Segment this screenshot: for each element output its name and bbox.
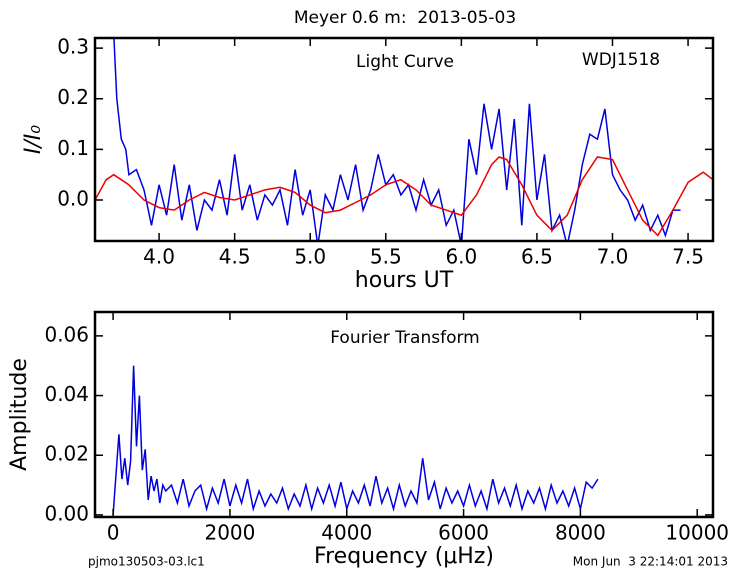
y-tick-label: 0.2 [57,85,89,109]
x-tick-label: 10000 [665,521,729,545]
x-tick-label: 5.0 [294,245,326,269]
x-tick-label: 6000 [438,521,489,545]
figure-title: Meyer 0.6 m: 2013-05-03 [294,8,516,28]
x-tick-label: 7.5 [672,245,704,269]
axes-frame [93,310,715,519]
data-line [95,156,713,237]
y-tick-label: 0.1 [57,136,89,160]
x-axis-label: hours UT [355,268,454,293]
footer-timestamp: Mon Jun 3 22:14:01 2013 [573,555,728,569]
x-axis-label: Frequency (μHz) [314,544,494,569]
y-tick-label: 0.0 [57,186,89,210]
y-tick-label: 0.3 [57,35,89,59]
x-tick-label: 0 [107,521,120,545]
data-line [112,365,599,515]
annotation: Fourier Transform [330,328,479,348]
y-axis-label: I/I₀ [21,125,46,154]
x-tick-label: 4.0 [143,245,175,269]
y-tick-label: 0.04 [44,382,89,406]
x-tick-label: 5.5 [370,245,402,269]
y-tick-label: 0.00 [44,501,89,525]
x-tick-label: 6.0 [445,245,477,269]
x-tick-label: 8000 [555,521,606,545]
plot-area [95,38,713,241]
plot-area [112,365,599,515]
y-tick-label: 0.06 [44,322,89,346]
axes-frame [93,36,715,243]
data-line [113,38,681,241]
footer-file: pjmo130503-03.lc1 [88,555,205,569]
y-axis-label: Amplitude [7,358,32,471]
x-tick-label: 2000 [204,521,255,545]
x-tick-label: 6.5 [521,245,553,269]
x-tick-label: 4.5 [219,245,251,269]
y-tick-label: 0.02 [44,442,89,466]
x-tick-label: 4000 [321,521,372,545]
annotation: Light Curve [356,52,454,72]
x-tick-label: 7.0 [597,245,629,269]
annotation: WDJ1518 [582,50,660,70]
